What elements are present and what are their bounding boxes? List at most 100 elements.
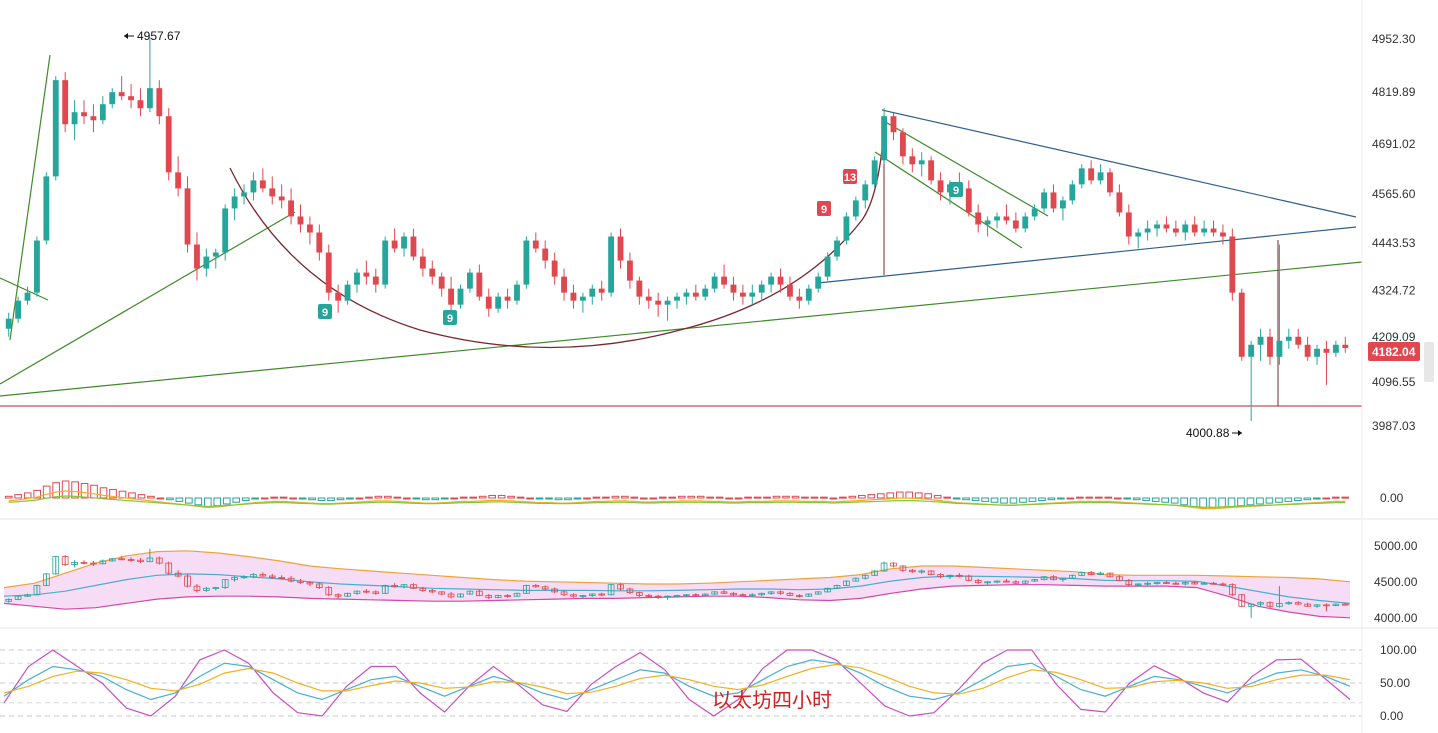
boll-candle-body <box>570 594 577 597</box>
kdj-tick-label: 50.00 <box>1380 676 1410 690</box>
high-price-label: 4957.67 <box>137 29 181 43</box>
boll-candle-body <box>786 592 794 596</box>
price-tick-label: 4096.55 <box>1372 375 1416 389</box>
candle-body <box>730 284 737 293</box>
boll-candle-body <box>673 595 681 597</box>
macd-histogram-bar <box>241 497 250 502</box>
macd-histogram-bar <box>469 496 478 499</box>
boll-candle-body <box>193 585 201 591</box>
macd-histogram-bar <box>848 495 857 499</box>
candle-body <box>429 268 436 277</box>
candle-body <box>1257 336 1264 345</box>
boll-candle-body <box>250 574 257 578</box>
macd-histogram-bar <box>971 497 980 502</box>
boll-candle-body <box>174 572 182 577</box>
candle-body <box>250 180 257 193</box>
boll-candle-body <box>14 595 22 600</box>
boll-candle-body <box>80 561 88 564</box>
boll-candle-body <box>438 591 446 595</box>
candle-body <box>551 260 558 277</box>
boll-candle-body <box>325 587 333 596</box>
boll-candle-body <box>1219 583 1227 586</box>
candle-body <box>1088 168 1095 181</box>
macd-histogram-bar <box>668 496 677 499</box>
candle-body <box>184 188 191 245</box>
macd-histogram-bar <box>602 496 610 499</box>
candle-body <box>175 172 182 189</box>
boll-candle-body <box>306 582 314 585</box>
td-count-marker: 9 <box>817 201 831 216</box>
candle-body <box>1220 232 1226 237</box>
boll-candle-body <box>617 584 624 590</box>
macd-histogram-bar <box>933 494 942 499</box>
candle-body <box>90 116 97 121</box>
candle-body <box>843 216 850 241</box>
macd-histogram-bar <box>1132 497 1141 501</box>
boll-candle-body <box>1069 574 1076 579</box>
macd-histogram-bar <box>649 497 658 500</box>
macd-histogram-bar <box>336 497 345 501</box>
macd-histogram-bar <box>355 497 364 500</box>
boll-candle-body <box>579 595 587 597</box>
candle-body <box>81 112 87 117</box>
candle-body <box>1238 292 1245 357</box>
candle-body <box>278 196 285 201</box>
macd-histogram-bar <box>820 496 828 499</box>
candle-body <box>834 240 840 257</box>
boll-candle-body <box>1125 579 1133 586</box>
macd-histogram-bar <box>1094 496 1103 499</box>
boll-candle-body <box>43 573 50 586</box>
macd-histogram-bar <box>289 497 297 500</box>
macd-histogram-bar <box>1170 497 1179 504</box>
candle-body <box>1248 344 1255 357</box>
axis-scroll-handle[interactable] <box>1424 342 1434 382</box>
boll-candle-body <box>1172 582 1180 585</box>
macd-histogram-bar <box>232 497 241 503</box>
boll-candle-body <box>1266 602 1274 607</box>
boll-candle-body <box>1200 582 1208 585</box>
boll-candle-body <box>344 592 351 597</box>
candle-body <box>636 280 643 297</box>
boll-candle-body <box>287 577 295 582</box>
candle-body <box>852 200 859 217</box>
boll-candle-body <box>1332 603 1340 606</box>
candle-body <box>1276 340 1283 357</box>
channel-lower-line <box>874 151 1023 249</box>
candle-body <box>532 240 539 249</box>
low-price-label: 4000.88 <box>1186 426 1230 440</box>
macd-histogram-bar <box>270 496 278 499</box>
candle-body <box>99 104 106 121</box>
boll-candle-body <box>1247 603 1255 607</box>
td-count-label: 9 <box>821 204 827 216</box>
macd-histogram-bar <box>535 497 544 500</box>
candle-body <box>711 276 718 289</box>
macd-histogram-bar <box>1303 497 1312 501</box>
macd-histogram-bar <box>1294 497 1302 502</box>
boll-candle-body <box>391 585 398 588</box>
macd-histogram-bar <box>175 497 184 502</box>
boll-candle-body <box>843 580 850 586</box>
boll-candle-body <box>1304 603 1311 607</box>
macd-histogram-bar <box>858 494 866 499</box>
boll-candle-body <box>1021 580 1029 584</box>
macd-histogram-bar <box>1180 497 1188 506</box>
macd-histogram-bar <box>317 497 326 502</box>
candle-body <box>815 276 822 289</box>
macd-histogram-bar <box>753 496 762 499</box>
boll-candle-body <box>946 574 954 578</box>
macd-histogram-bar <box>156 497 165 500</box>
candle-body <box>137 100 144 109</box>
boll-candle-body <box>1031 579 1038 582</box>
macd-histogram-bar <box>1275 497 1283 503</box>
td-count-badge <box>843 169 857 184</box>
macd-histogram-bar <box>1341 496 1350 499</box>
boll-candle-body <box>1050 576 1057 581</box>
boll-candle-body <box>52 556 60 575</box>
candle-body <box>655 300 662 305</box>
boll-candle-body <box>1181 582 1189 585</box>
boll-tick-label: 4500.00 <box>1374 575 1418 589</box>
boll-candle-body <box>381 585 389 594</box>
boll-candle-body <box>184 575 191 587</box>
boll-candle-body <box>758 592 766 596</box>
candle-body <box>1078 168 1085 185</box>
